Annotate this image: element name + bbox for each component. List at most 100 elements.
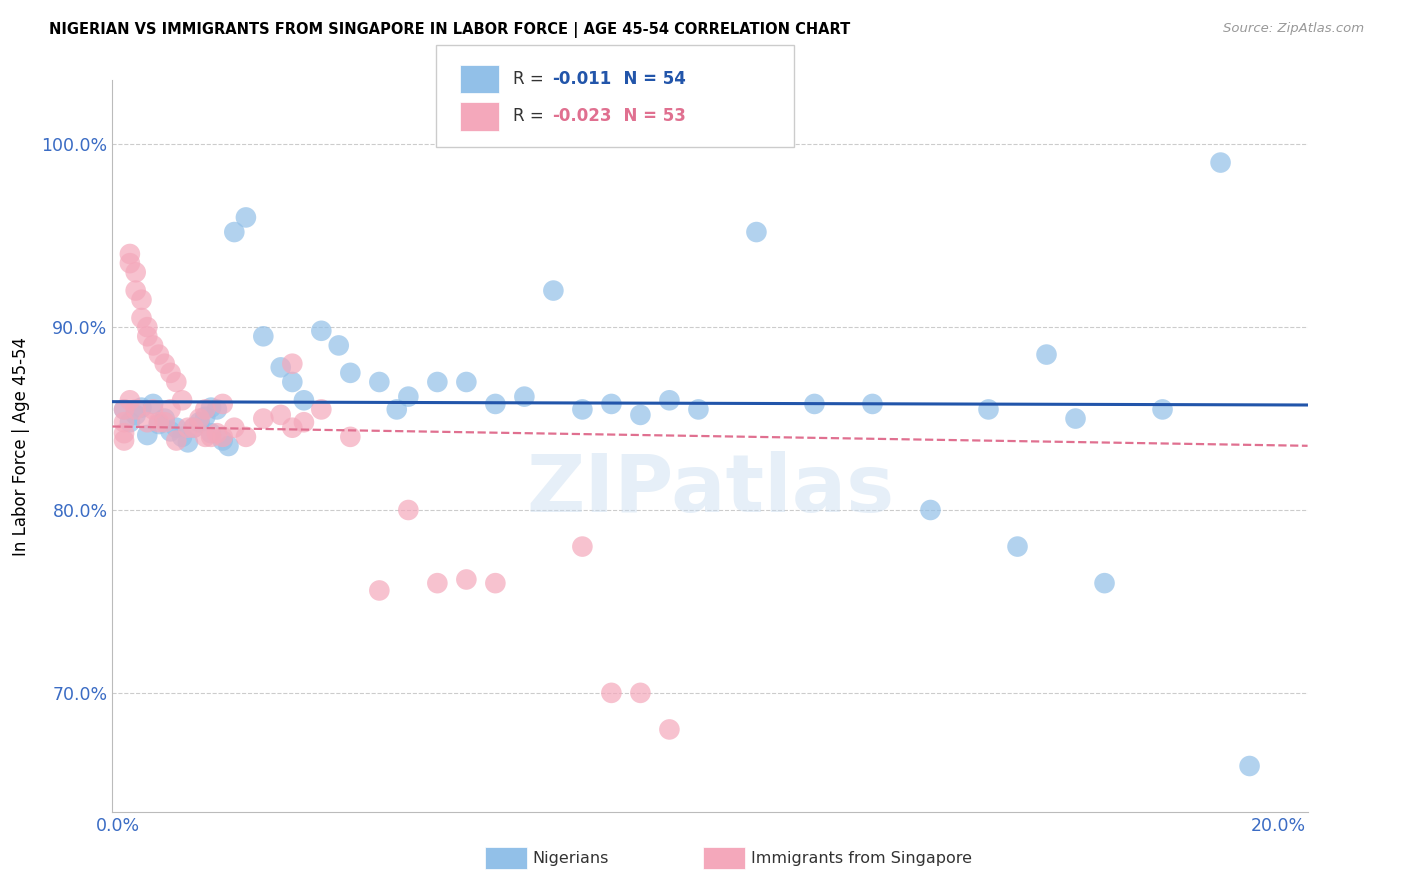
Point [426, 576, 449, 591]
Point [339, 430, 361, 444]
Text: ZIPatlas: ZIPatlas [526, 450, 894, 529]
Point [396, 503, 419, 517]
Point [188, 411, 211, 425]
Point [153, 415, 176, 429]
Point [131, 311, 153, 326]
Text: N = 54: N = 54 [612, 70, 686, 88]
Point [745, 225, 768, 239]
Point [456, 375, 478, 389]
Point [1209, 155, 1232, 169]
Point [368, 375, 391, 389]
Point [628, 408, 651, 422]
Point [862, 397, 884, 411]
Point [112, 415, 135, 429]
Point [205, 426, 228, 441]
Point [159, 366, 181, 380]
Point [628, 686, 651, 700]
Point [977, 402, 1000, 417]
Point [658, 723, 681, 737]
Point [200, 426, 222, 441]
Point [211, 397, 233, 411]
Point [125, 402, 148, 417]
Point [148, 415, 170, 429]
Point [112, 434, 135, 448]
Point [600, 397, 623, 411]
Point [136, 329, 159, 343]
Point [159, 425, 181, 439]
Point [1007, 540, 1029, 554]
Point [218, 439, 240, 453]
Point [252, 329, 274, 343]
Point [252, 411, 274, 425]
Point [165, 420, 187, 434]
Point [224, 420, 246, 434]
Point [194, 409, 217, 424]
Point [1035, 347, 1057, 362]
Point [194, 402, 217, 417]
Point [920, 503, 942, 517]
Point [571, 540, 593, 554]
Point [112, 402, 135, 417]
Point [235, 430, 257, 444]
Point [385, 402, 408, 417]
Point [148, 347, 170, 362]
Point [118, 247, 141, 261]
Point [131, 401, 153, 415]
Point [153, 357, 176, 371]
Point [513, 390, 536, 404]
Point [658, 393, 681, 408]
Text: NIGERIAN VS IMMIGRANTS FROM SINGAPORE IN LABOR FORCE | AGE 45-54 CORRELATION CHA: NIGERIAN VS IMMIGRANTS FROM SINGAPORE IN… [49, 22, 851, 38]
Point [270, 408, 292, 422]
Point [118, 256, 141, 270]
Point [484, 576, 506, 591]
Point [165, 375, 187, 389]
Point [600, 686, 623, 700]
Point [803, 397, 825, 411]
Point [125, 408, 148, 422]
Text: -0.011: -0.011 [553, 70, 612, 88]
Point [270, 360, 292, 375]
Point [543, 284, 565, 298]
Text: Nigerians: Nigerians [533, 851, 609, 865]
Point [142, 397, 165, 411]
Point [368, 583, 391, 598]
Point [136, 428, 159, 442]
Point [194, 430, 217, 444]
Point [339, 366, 361, 380]
Point [281, 420, 304, 434]
Point [183, 420, 205, 434]
Point [131, 293, 153, 307]
Point [118, 393, 141, 408]
Text: Immigrants from Singapore: Immigrants from Singapore [751, 851, 972, 865]
Point [235, 211, 257, 225]
Point [456, 573, 478, 587]
Point [125, 284, 148, 298]
Text: R =: R = [513, 70, 550, 88]
Point [177, 435, 200, 450]
Point [118, 415, 141, 429]
Point [328, 338, 350, 352]
Text: R =: R = [513, 108, 550, 126]
Point [311, 324, 333, 338]
Point [211, 430, 233, 444]
Point [484, 397, 506, 411]
Point [165, 434, 187, 448]
Point [200, 430, 222, 444]
Point [396, 390, 419, 404]
Point [281, 357, 304, 371]
Point [292, 415, 315, 429]
Point [688, 402, 710, 417]
Point [188, 415, 211, 429]
Point [1094, 576, 1116, 591]
Text: -0.023: -0.023 [553, 108, 612, 126]
Point [142, 338, 165, 352]
Point [183, 420, 205, 434]
Point [1064, 411, 1087, 425]
Text: Source: ZipAtlas.com: Source: ZipAtlas.com [1223, 22, 1364, 36]
Point [200, 401, 222, 415]
Text: N = 53: N = 53 [612, 108, 686, 126]
Point [205, 402, 228, 417]
Point [153, 411, 176, 425]
Point [426, 375, 449, 389]
Point [1152, 402, 1174, 417]
